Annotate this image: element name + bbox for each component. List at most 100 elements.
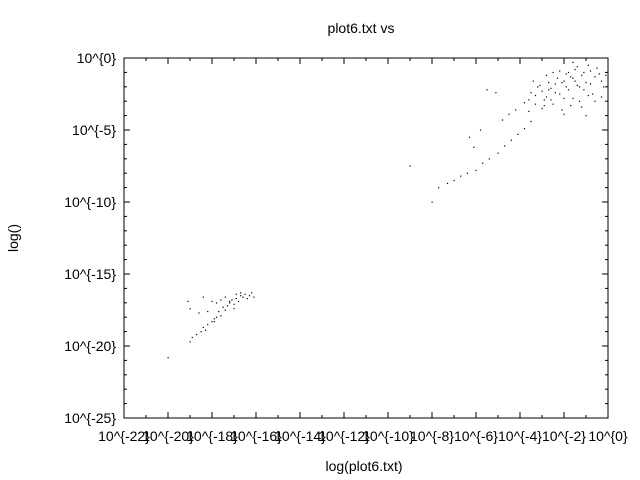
plot-frame bbox=[123, 57, 609, 419]
data-point bbox=[541, 90, 543, 92]
data-point bbox=[244, 293, 246, 295]
data-point bbox=[517, 133, 519, 136]
data-point bbox=[213, 318, 215, 320]
data-point bbox=[539, 84, 541, 87]
data-point bbox=[446, 182, 449, 184]
x-tick-label: 10^{-12} bbox=[318, 428, 370, 444]
data-point bbox=[482, 162, 484, 164]
data-point bbox=[191, 336, 193, 339]
data-point bbox=[587, 64, 589, 66]
data-point bbox=[200, 331, 202, 333]
data-point bbox=[167, 357, 169, 359]
data-point bbox=[409, 165, 411, 167]
data-point bbox=[235, 293, 237, 295]
data-point bbox=[468, 136, 471, 138]
data-point bbox=[605, 74, 607, 76]
data-point bbox=[215, 302, 218, 304]
x-tick-label: 10^{-18} bbox=[186, 428, 238, 444]
data-point bbox=[253, 296, 255, 298]
data-point bbox=[202, 296, 204, 298]
y-tick-label: 10^{-25} bbox=[64, 410, 116, 426]
x-axis-label: log(plot6.txt) bbox=[325, 458, 402, 474]
data-point bbox=[237, 300, 240, 303]
data-point bbox=[567, 89, 570, 91]
data-point bbox=[587, 94, 589, 97]
data-point bbox=[559, 70, 561, 72]
data-point bbox=[572, 61, 574, 64]
data-point bbox=[572, 97, 574, 100]
data-point bbox=[196, 333, 198, 336]
data-point bbox=[581, 74, 583, 76]
data-point bbox=[240, 292, 242, 294]
data-point bbox=[530, 92, 532, 94]
data-point bbox=[510, 139, 512, 141]
data-point bbox=[563, 80, 565, 82]
data-point bbox=[202, 326, 204, 328]
x-tick-label: 10^{-4} bbox=[498, 428, 542, 444]
data-point bbox=[554, 83, 556, 85]
data-point bbox=[594, 76, 596, 78]
y-tick-label: 10^{-10} bbox=[64, 194, 116, 210]
y-axis-label: log() bbox=[5, 224, 21, 252]
data-point bbox=[501, 119, 504, 121]
data-point bbox=[515, 109, 517, 111]
x-tick-label: 10^{-14} bbox=[274, 428, 326, 444]
tick-labels: 10^{-22} 10^{-20} 10^{-18}10^{-16}10^{-14}… bbox=[64, 50, 628, 444]
data-point bbox=[466, 172, 468, 174]
data-point bbox=[224, 296, 226, 298]
x-tick-label: 10^{-6} bbox=[454, 428, 498, 444]
data-point bbox=[594, 100, 596, 102]
data-point bbox=[570, 105, 572, 107]
data-point bbox=[479, 129, 482, 131]
data-point bbox=[600, 80, 603, 82]
x-tick-label: 10^{-8} bbox=[410, 428, 454, 444]
data-point bbox=[222, 306, 224, 308]
x-tick-label: 10^{0} bbox=[588, 428, 628, 444]
data-point bbox=[583, 71, 585, 74]
data-point bbox=[475, 169, 477, 172]
data-point bbox=[242, 296, 244, 298]
data-point bbox=[563, 97, 565, 100]
data-point bbox=[565, 73, 567, 75]
data-point bbox=[233, 303, 235, 305]
data-point bbox=[578, 100, 581, 102]
data-point bbox=[550, 87, 552, 89]
x-tick-label: 10^{-16} bbox=[230, 428, 282, 444]
data-point bbox=[528, 99, 530, 101]
data-point bbox=[204, 329, 207, 331]
data-point bbox=[545, 74, 548, 76]
data-point bbox=[545, 96, 548, 98]
data-point bbox=[229, 300, 231, 303]
data-point bbox=[585, 81, 587, 84]
x-tick-label: 10^{-10} bbox=[362, 428, 414, 444]
data-point bbox=[207, 323, 209, 326]
data-point bbox=[215, 316, 218, 318]
data-point bbox=[537, 86, 539, 88]
data-point bbox=[431, 201, 433, 203]
data-point bbox=[530, 120, 532, 123]
data-point bbox=[574, 80, 576, 82]
data-point bbox=[460, 175, 462, 177]
x-tick-label: 10^{-22} bbox=[98, 428, 150, 444]
data-point bbox=[495, 92, 497, 94]
data-point bbox=[198, 312, 200, 314]
y-tick-label: 10^{-20} bbox=[64, 338, 116, 354]
data-point bbox=[556, 77, 559, 79]
data-point bbox=[561, 109, 563, 111]
data-point bbox=[240, 295, 242, 297]
data-point bbox=[581, 106, 583, 108]
x-tick-label: 10^{-2} bbox=[542, 428, 586, 444]
data-point bbox=[543, 105, 545, 107]
data-point bbox=[497, 152, 499, 154]
data-point bbox=[592, 93, 594, 95]
data-point bbox=[561, 81, 563, 84]
data-point bbox=[574, 69, 576, 71]
data-point bbox=[251, 292, 253, 294]
data-point bbox=[189, 341, 191, 343]
data-point bbox=[453, 179, 455, 182]
data-point bbox=[220, 315, 222, 317]
data-point bbox=[220, 299, 222, 301]
y-tick-label: 10^{-15} bbox=[64, 266, 116, 282]
